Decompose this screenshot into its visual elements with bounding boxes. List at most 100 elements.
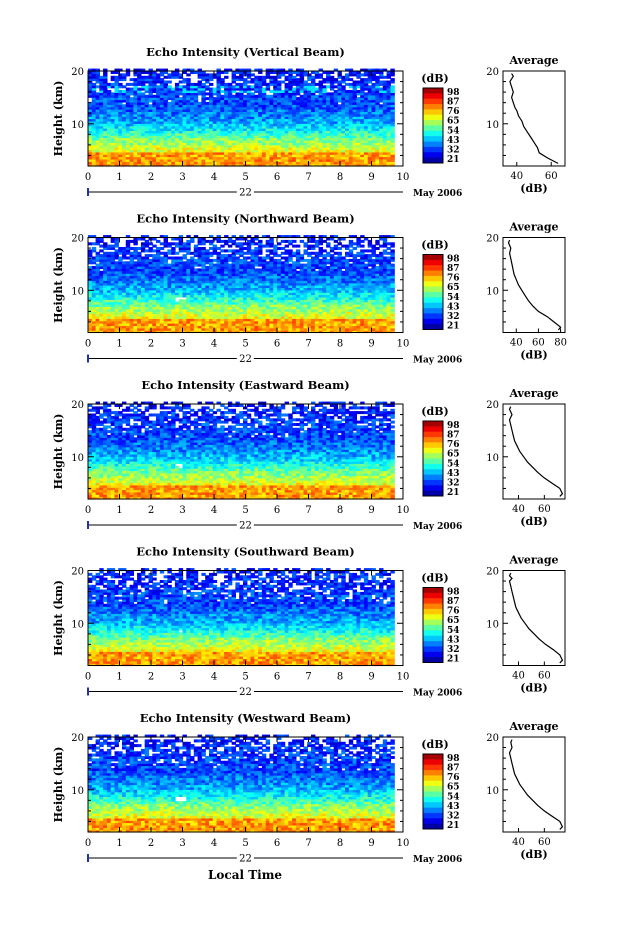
- colorbar-segment: [423, 270, 443, 277]
- colorbar-segment: [423, 313, 443, 320]
- colorbar-segment: [423, 807, 443, 814]
- colorbar-tick-label: 43: [447, 136, 460, 146]
- x-tick-label: 6: [274, 172, 280, 183]
- x-tick-label: 0: [85, 505, 91, 516]
- x-tick-label: 10: [397, 672, 410, 683]
- colorbar-frame: [422, 753, 444, 830]
- colorbar-tick-label: 98: [447, 88, 460, 98]
- profile-x-tick-label: 40: [512, 504, 525, 515]
- colorbar-segment: [423, 88, 443, 94]
- colorbar-segment: [423, 603, 443, 610]
- profile-x-tick-label: 40: [512, 671, 525, 682]
- profile-x-label: (dB): [520, 515, 547, 528]
- colorbar-unit: (dB): [421, 405, 448, 418]
- profile-title: Average: [508, 720, 558, 733]
- colorbar-segment: [423, 286, 443, 293]
- colorbar-unit: (dB): [421, 72, 448, 85]
- colorbar-segment: [423, 265, 443, 271]
- panel-1: Echo Intensity (Northward Beam) 0 1 2 3 4 5 6 7 8…: [52, 212, 567, 369]
- x-tick-label: 4: [211, 339, 217, 350]
- colorbar-segment: [423, 796, 443, 803]
- x-tick-label: 2: [148, 838, 154, 849]
- x-tick-label: 7: [305, 838, 311, 849]
- x-tick-label: 10: [397, 505, 410, 516]
- profile-x-tick-label: 60: [532, 338, 545, 349]
- panel-3: Echo Intensity (Southward Beam) 0 1 2 3 4 5 6 7 8…: [52, 545, 566, 701]
- colorbar-tick-label: 43: [447, 302, 460, 312]
- profile-y-tick-label: 20: [486, 400, 499, 411]
- colorbar-segment: [423, 292, 443, 298]
- x-tick-label: 0: [85, 838, 91, 849]
- x-tick-label: 3: [179, 172, 185, 183]
- x-tick-label: 8: [337, 505, 343, 516]
- colorbar-segment: [423, 598, 443, 604]
- colorbar-tick-label: 54: [447, 792, 460, 802]
- y-tick-label: 20: [71, 567, 84, 578]
- colorbar-tick-label: 32: [447, 811, 460, 821]
- profile-x-tick-label: 60: [538, 671, 551, 682]
- colorbar-tick-label: 98: [447, 255, 460, 265]
- profile-y-tick-label: 10: [486, 619, 499, 630]
- colorbar-tick-label: 54: [447, 626, 460, 636]
- profile-y-tick-label: 20: [486, 67, 499, 78]
- x-tick-label: 5: [242, 672, 248, 683]
- profile-y-tick-label: 10: [486, 453, 499, 464]
- y-axis-title: Height (km): [52, 414, 65, 490]
- colorbar-segment: [423, 614, 443, 621]
- date-label: May 2006: [413, 689, 462, 699]
- profile-title: Average: [508, 387, 558, 400]
- colorbar-tick-label: 21: [447, 821, 460, 831]
- colorbar-tick-label: 65: [447, 283, 460, 293]
- colorbar-tick-label: 21: [447, 322, 460, 332]
- x-tick-label: 7: [305, 172, 311, 183]
- colorbar-tick-label: 98: [447, 754, 460, 764]
- colorbar-segment: [423, 437, 443, 443]
- colorbar-segment: [423, 120, 443, 126]
- colorbar-frame: [422, 87, 444, 164]
- colorbar-segment: [423, 421, 443, 427]
- y-tick-label: 10: [71, 786, 84, 797]
- profile-line: [507, 239, 562, 331]
- date-label: May 2006: [413, 189, 462, 199]
- colorbar-tick-label: 32: [447, 645, 460, 655]
- x-tick-label: 1: [116, 339, 122, 350]
- colorbar-tick-label: 76: [447, 607, 460, 617]
- profile-title: Average: [508, 54, 558, 67]
- profile-line: [508, 739, 564, 830]
- day-label: 22: [239, 687, 252, 698]
- heatmap-cells: [88, 734, 395, 833]
- x-tick-label: 3: [179, 339, 185, 350]
- x-tick-label: 0: [85, 172, 91, 183]
- x-tick-label: 3: [179, 505, 185, 516]
- colorbar-segment: [423, 651, 443, 658]
- panel-title: Echo Intensity (Eastward Beam): [141, 378, 349, 392]
- colorbar-tick-label: 98: [447, 421, 460, 431]
- colorbar-segment: [423, 630, 443, 637]
- day-label: 22: [239, 354, 252, 365]
- colorbar-segment: [423, 485, 443, 492]
- x-tick-label: 4: [211, 505, 217, 516]
- x-tick-label: 3: [179, 672, 185, 683]
- colorbar-segment: [423, 641, 443, 647]
- x-tick-label: 8: [337, 838, 343, 849]
- y-tick-label: 20: [71, 234, 84, 245]
- date-label: May 2006: [413, 356, 462, 366]
- profile-y-tick-label: 20: [486, 234, 499, 245]
- panel-4: Echo Intensity (Westward Beam) 0 1 2 3 4 5 6 7 8 9…: [52, 711, 566, 868]
- colorbar-tick-label: 76: [447, 274, 460, 284]
- colorbar-segment: [423, 152, 443, 159]
- colorbar-segment: [423, 587, 443, 594]
- colorbar-segment: [423, 297, 443, 304]
- colorbar-segment: [423, 608, 443, 615]
- colorbar-tick-label: 65: [447, 616, 460, 626]
- colorbar-tick-label: 54: [447, 293, 460, 303]
- x-tick-label: 10: [397, 172, 410, 183]
- x-tick-label: 3: [179, 838, 185, 849]
- colorbar-tick-label: 21: [447, 155, 460, 165]
- colorbar-segment: [423, 770, 443, 776]
- profile-x-label: (dB): [520, 182, 547, 195]
- profile-x-tick-label: 40: [510, 171, 523, 182]
- colorbar-segment: [423, 98, 443, 105]
- colorbar-unit: (dB): [421, 572, 448, 585]
